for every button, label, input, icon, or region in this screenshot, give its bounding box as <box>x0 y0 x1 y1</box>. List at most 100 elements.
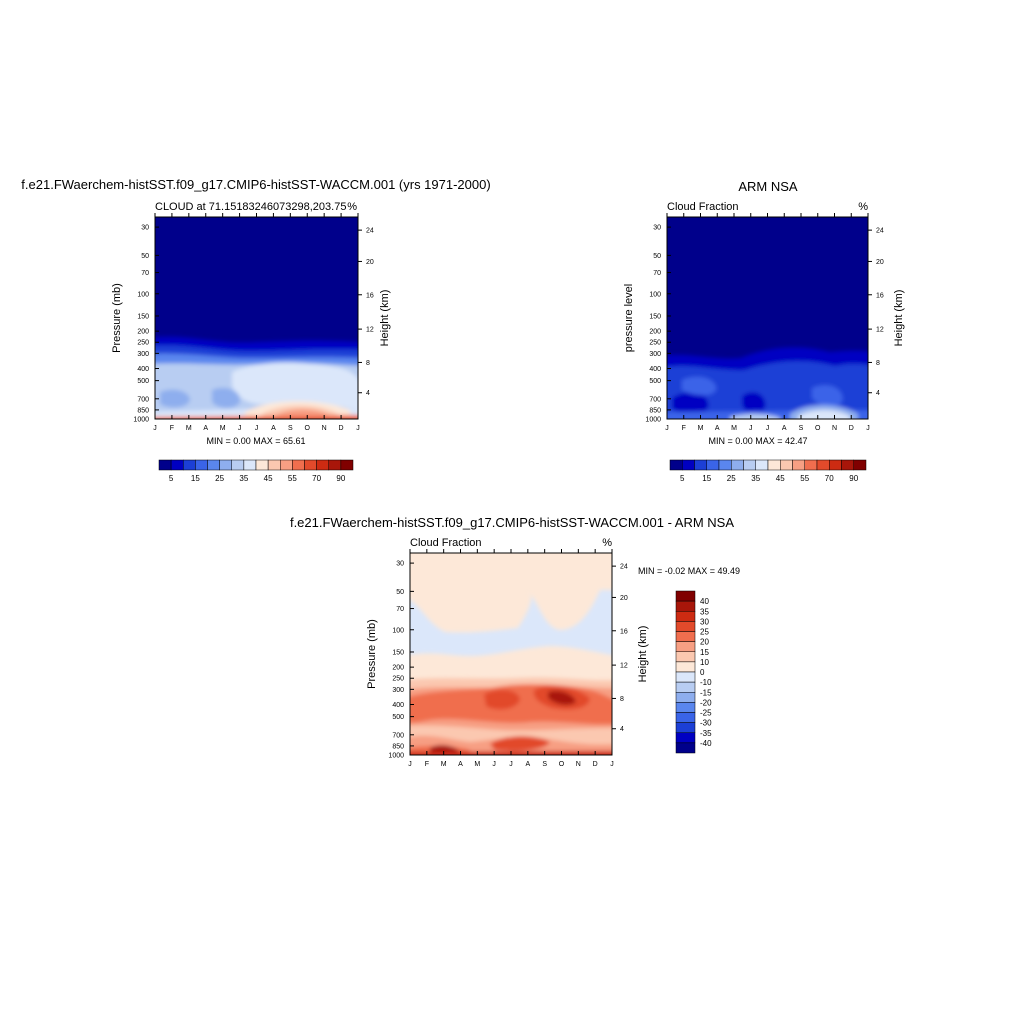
colorbar-swatch <box>829 459 842 471</box>
colorbar-label: 15 <box>700 648 709 657</box>
colorbar-label: -25 <box>700 709 712 718</box>
y-tick-label-right: 4 <box>366 390 370 397</box>
x-tick-label: J <box>749 425 753 432</box>
axis-ticks: J F M A M J J A S O N D J 30 50 70 100 150 200 250 300 400 500… <box>645 213 884 432</box>
y-axis-label-right: Height (km) <box>637 626 649 683</box>
x-tick-label: J <box>509 761 513 768</box>
axis-ticks: J F M A M J J A S O N D J 30 50 70 100 150 200 250 300 400 500… <box>133 213 374 432</box>
y-tick-label: 250 <box>649 340 661 347</box>
colorbar-swatch <box>767 459 781 471</box>
x-tick-label: J <box>153 425 157 432</box>
colorbar-swatch <box>675 631 696 642</box>
x-tick-label: A <box>525 761 530 768</box>
colorbar-swatch <box>675 611 696 622</box>
colorbar-swatch <box>328 459 342 471</box>
colorbar-swatch <box>731 459 744 471</box>
x-tick-label: N <box>832 425 837 432</box>
y-tick-label: 150 <box>649 313 661 320</box>
colorbar-swatch <box>231 459 245 471</box>
y-tick-label-right: 4 <box>620 726 624 733</box>
colorbar-swatch <box>682 459 695 471</box>
x-tick-label: A <box>203 425 208 432</box>
colorbar-swatch <box>292 459 305 471</box>
y-tick-label: 700 <box>392 732 404 739</box>
y-tick-label: 500 <box>137 378 149 385</box>
colorbar-swatch <box>207 459 220 471</box>
y-tick-label: 1000 <box>388 753 404 760</box>
colorbar-label: -30 <box>700 719 712 728</box>
colorbar-swatch <box>718 459 732 471</box>
y-tick-label-right: 24 <box>876 228 884 235</box>
colorbar-label: 15 <box>702 474 711 483</box>
y-tick-label: 200 <box>649 329 661 336</box>
colorbar-label: -15 <box>700 688 712 697</box>
min-max-label: MIN = 0.00 MAX = 42.47 <box>708 436 807 446</box>
colorbar-label: 45 <box>776 474 785 483</box>
y-tick-label-right: 8 <box>620 696 624 703</box>
panel-title: f.e21.FWaerchem-histSST.f09_g17.CMIP6-hi… <box>21 177 490 192</box>
x-tick-label: J <box>356 425 360 432</box>
y-tick-label-right: 8 <box>366 360 370 367</box>
y-tick-label-right: 4 <box>876 390 880 397</box>
colorbar-swatch <box>755 459 769 471</box>
y-axis-label: Pressure (mb) <box>111 283 123 353</box>
x-tick-label: S <box>288 425 293 432</box>
colorbar-swatch <box>675 641 696 652</box>
y-tick-label: 400 <box>137 366 149 373</box>
y-tick-label: 400 <box>649 366 661 373</box>
colorbar-label: 30 <box>700 617 709 626</box>
colorbar-swatch <box>675 621 696 632</box>
colorbar-swatch <box>675 681 696 693</box>
x-tick-label: J <box>408 761 412 768</box>
y-tick-label: 250 <box>137 340 149 347</box>
colorbar-label: 90 <box>849 474 858 483</box>
y-tick-label: 500 <box>392 714 404 721</box>
colorbar-swatch <box>255 459 269 471</box>
y-tick-label: 30 <box>653 225 661 232</box>
y-tick-label-right: 24 <box>366 228 374 235</box>
y-tick-label-right: 16 <box>366 292 374 299</box>
x-tick-label: S <box>799 425 804 432</box>
contour-field <box>667 217 868 419</box>
panel-subtitle-left: CLOUD at 71.15183246073298,203.75 <box>155 201 346 213</box>
colorbar-label: -10 <box>700 678 712 687</box>
x-tick-label: D <box>849 425 854 432</box>
colorbar-label: -20 <box>700 698 712 707</box>
panel-subtitle-right: % <box>602 537 612 549</box>
colorbar-label: 35 <box>239 474 248 483</box>
y-axis-label: pressure level <box>623 284 635 352</box>
x-tick-label: J <box>238 425 242 432</box>
y-tick-label: 100 <box>649 291 661 298</box>
x-tick-label: A <box>271 425 276 432</box>
x-tick-label: N <box>576 761 581 768</box>
contour-field <box>155 217 358 419</box>
y-tick-label-right: 20 <box>366 259 374 266</box>
min-max-label: MIN = -0.02 MAX = 49.49 <box>638 566 740 576</box>
colorbar-swatch <box>675 732 696 744</box>
y-tick-label: 1000 <box>133 417 149 424</box>
panel-observation: ARM NSA Cloud Fraction % pressure level … <box>623 179 905 483</box>
colorbar-swatch <box>675 590 696 602</box>
x-tick-label: A <box>458 761 463 768</box>
x-tick-label: F <box>682 425 686 432</box>
y-tick-label: 50 <box>396 589 404 596</box>
panel-model: f.e21.FWaerchem-histSST.f09_g17.CMIP6-hi… <box>21 177 490 483</box>
y-tick-label: 150 <box>137 313 149 320</box>
panel-difference: f.e21.FWaerchem-histSST.f09_g17.CMIP6-hi… <box>290 515 740 768</box>
y-tick-label: 1000 <box>645 417 661 424</box>
colorbar-swatch <box>853 459 867 471</box>
colorbar-swatch <box>304 459 317 471</box>
y-tick-label: 400 <box>392 702 404 709</box>
colorbar-swatch <box>675 600 696 612</box>
y-tick-label-right: 20 <box>620 595 628 602</box>
axis-ticks: J F M A M J J A S O N D J 30 50 70 100 150 200 250 300 400 500… <box>388 549 628 768</box>
colorbar-swatch <box>675 722 696 733</box>
y-tick-label: 850 <box>649 407 661 414</box>
colorbar-swatch <box>675 651 696 663</box>
y-tick-label: 200 <box>137 329 149 336</box>
colorbar-label: 20 <box>700 638 709 647</box>
colorbar-label: 35 <box>700 607 709 616</box>
y-tick-label: 50 <box>653 253 661 260</box>
colorbar-label: 5 <box>169 474 174 483</box>
